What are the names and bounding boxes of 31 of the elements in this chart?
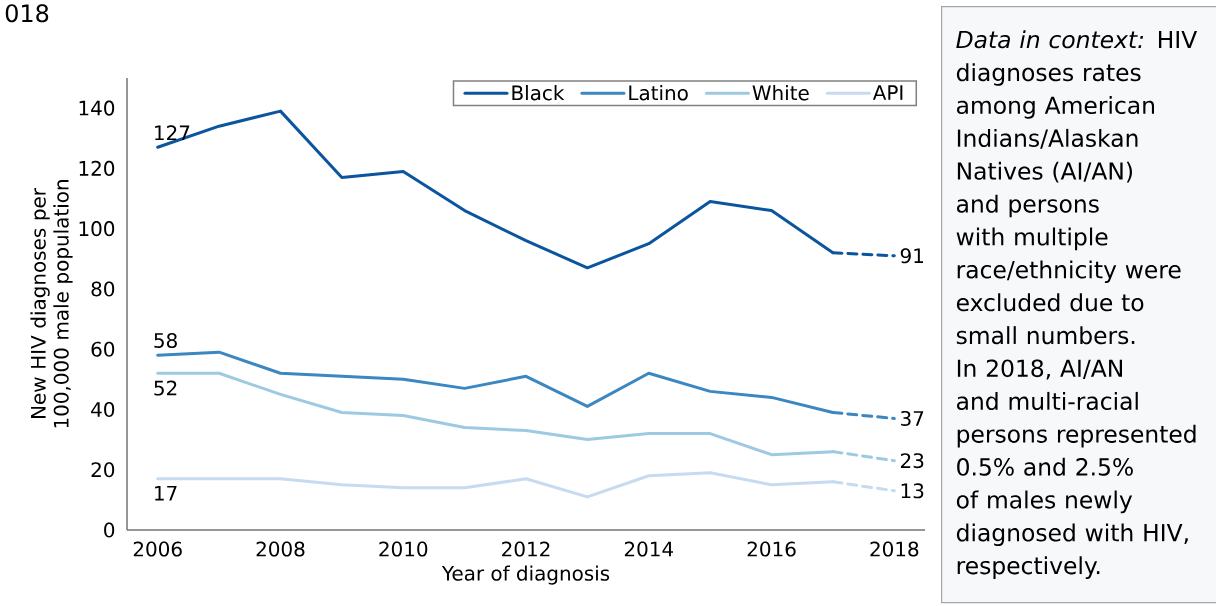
y-tick-label: 0 [104, 522, 115, 538]
data-label: 52 [154, 380, 177, 396]
legend-label: White [752, 84, 809, 101]
y-tick-label: 20 [91, 462, 115, 478]
x-tick-label: 2012 [502, 541, 550, 557]
y-tick-label: 40 [91, 401, 115, 417]
y-tick-label: 140 [79, 100, 115, 116]
x-tick-label: 2014 [624, 541, 674, 557]
y-tick-label: 60 [91, 341, 115, 357]
x-axis-title: Year of diagnosis [441, 565, 610, 585]
y-tick-label: 100 [79, 221, 115, 237]
data-label: 37 [901, 410, 924, 427]
x-tick-label: 2016 [747, 541, 796, 557]
x-tick-label: 2008 [256, 541, 305, 557]
y-tick-label: 80 [91, 281, 115, 297]
chart-title: 018 [5, 4, 49, 23]
legend-label: Black [512, 84, 565, 101]
x-tick-label: 2006 [133, 541, 182, 557]
legend-label: API [872, 85, 903, 100]
data-label: 23 [900, 453, 924, 469]
data-label: 91 [900, 248, 924, 264]
text: Data in context: HIV diagnoses rates among American Indians/Alaskan Natives (AI/AN) and persons with multiple race/ethnicity were excluded due to small numbers. In 2018, AI/AN and multi-racial persons represented 0.5% and 2.5% of males newly diagnosed with HIV, respectively. [956, 30, 1198, 579]
data-label: 17 [155, 485, 177, 501]
y-tick-label: 120 [79, 160, 115, 176]
data-label: 58 [154, 332, 177, 349]
x-tick-label: 2018 [870, 541, 919, 557]
data-label: 13 [901, 483, 924, 499]
data-label: 127 [155, 125, 190, 141]
legend-label: Latino [629, 84, 688, 101]
y-axis-title: New HIV diagnoses per 100,000 male population [30, 180, 73, 428]
x-tick-label: 2010 [379, 541, 428, 557]
